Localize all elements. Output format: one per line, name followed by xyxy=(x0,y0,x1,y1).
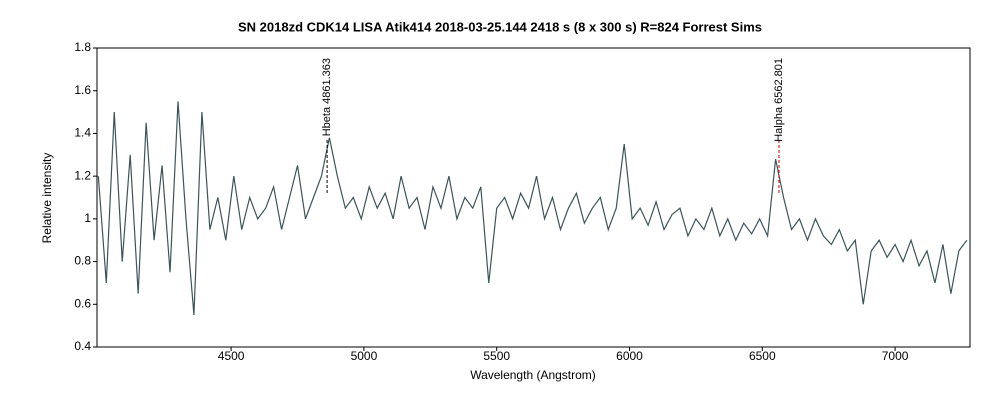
y-tick-label: 1.6 xyxy=(74,83,91,97)
y-axis-label: Relative intensity xyxy=(40,153,54,244)
y-tick-label: 1.8 xyxy=(74,40,91,54)
y-tick-label: 0.6 xyxy=(74,296,91,310)
plot-frame xyxy=(96,47,971,348)
annotation-label: Halpha 6562.801 xyxy=(773,58,785,142)
x-tick-label: 5500 xyxy=(483,349,510,363)
x-tick-label: 7000 xyxy=(882,349,909,363)
y-tick-label: 0.4 xyxy=(74,339,91,353)
x-tick-label: 4500 xyxy=(218,349,245,363)
x-tick-label: 5000 xyxy=(351,349,378,363)
y-tick-label: 0.8 xyxy=(74,254,91,268)
x-tick-label: 6000 xyxy=(616,349,643,363)
y-tick-label: 1.4 xyxy=(74,126,91,140)
x-axis-label: Wavelength (Angstrom) xyxy=(470,368,596,382)
annotation-label: Hbeta 4861.363 xyxy=(321,58,333,136)
spectrum-line xyxy=(97,101,968,316)
y-tick-label: 1 xyxy=(84,211,91,225)
chart-title: SN 2018zd CDK14 LISA Atik414 2018-03-25.… xyxy=(238,19,762,34)
x-tick-label: 6500 xyxy=(749,349,776,363)
y-tick-label: 1.2 xyxy=(74,168,91,182)
